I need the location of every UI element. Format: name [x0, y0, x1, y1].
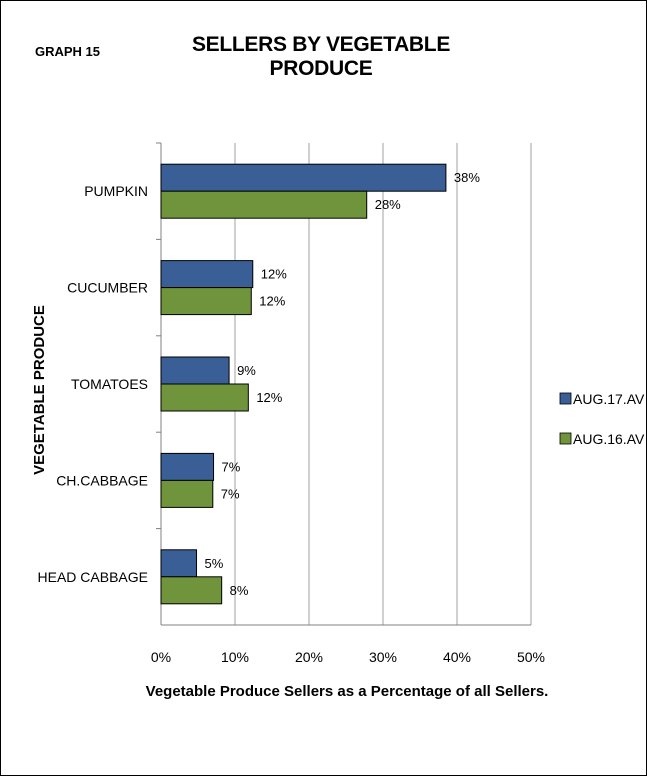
data-label: 28%	[375, 197, 401, 212]
legend-swatch	[559, 432, 572, 445]
category-label: HEAD CABBAGE	[38, 569, 148, 585]
x-tick-label: 40%	[443, 649, 471, 665]
bar-aug-17-av	[160, 260, 254, 289]
bar-aug-17-av	[160, 549, 198, 578]
x-axis-title: Vegetable Produce Sellers as a Percentag…	[146, 683, 549, 700]
category-label: CUCUMBER	[67, 280, 148, 296]
legend-label: AUG.16.AV	[573, 431, 645, 447]
y-axis-title: VEGETABLE PRODUCE	[31, 305, 48, 475]
data-label: 12%	[259, 294, 285, 309]
legend-label: AUG.17.AV	[573, 391, 645, 407]
x-tick-label: 30%	[369, 649, 397, 665]
data-label: 9%	[237, 363, 256, 378]
data-label: 8%	[230, 583, 249, 598]
bar-aug-17-av	[160, 163, 447, 192]
category-label: PUMPKIN	[84, 183, 148, 199]
bar-aug-17-av	[160, 452, 215, 481]
bar-aug-16-av	[160, 479, 214, 508]
bar-aug-16-av	[160, 576, 223, 605]
x-tick-label: 20%	[295, 649, 323, 665]
bar-aug-17-av	[160, 356, 230, 385]
graph-label: GRAPH 15	[35, 44, 101, 59]
bar-aug-16-av	[160, 383, 249, 412]
data-label: 5%	[205, 556, 224, 571]
x-tick-label: 50%	[517, 649, 545, 665]
data-label: 7%	[221, 486, 240, 501]
data-label: 38%	[454, 170, 480, 185]
chart-title: SELLERS BY VEGETABLE PRODUCE	[191, 33, 451, 80]
bar-aug-16-av	[160, 190, 368, 219]
bar-aug-16-av	[160, 287, 252, 316]
data-label: 12%	[256, 390, 282, 405]
data-label: 7%	[222, 459, 241, 474]
category-label: TOMATOES	[71, 376, 148, 392]
x-tick-label: 10%	[221, 649, 249, 665]
category-label: CH.CABBAGE	[56, 472, 148, 488]
data-label: 12%	[261, 267, 287, 282]
legend-swatch	[559, 392, 572, 405]
x-tick-label: 0%	[151, 649, 171, 665]
